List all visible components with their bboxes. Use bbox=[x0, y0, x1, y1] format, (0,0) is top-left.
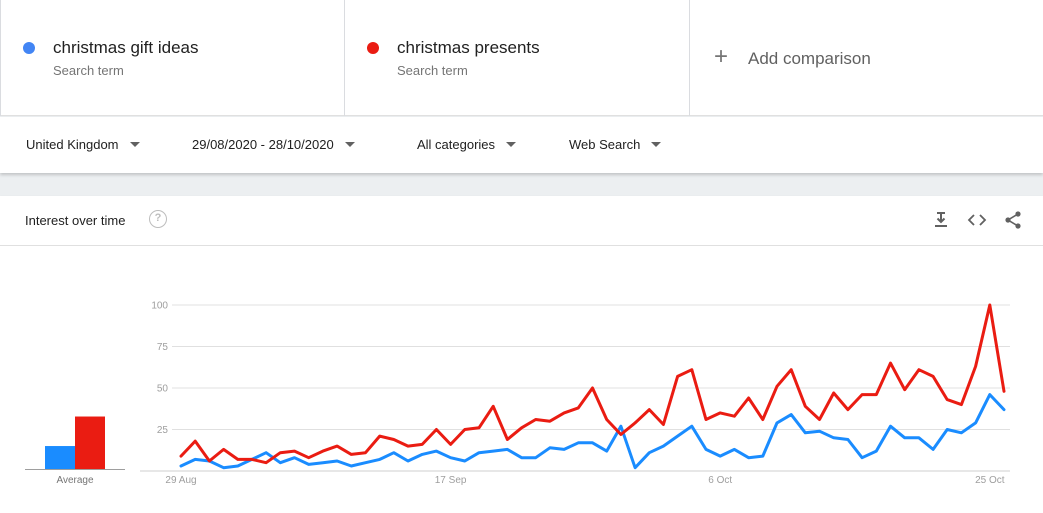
embed-icon[interactable] bbox=[967, 210, 987, 230]
add-comparison-label: Add comparison bbox=[748, 49, 871, 68]
search-term-name: christmas gift ideas bbox=[53, 38, 199, 57]
date-range-filter[interactable]: 29/08/2020 - 28/10/2020 bbox=[192, 137, 355, 152]
average-label: Average bbox=[56, 475, 94, 486]
search-type-filter[interactable]: Web Search bbox=[569, 137, 662, 152]
y-tick-label: 25 bbox=[157, 425, 169, 436]
average-bar-2[interactable] bbox=[75, 416, 105, 469]
category-filter-label: All categories bbox=[417, 137, 496, 152]
series-color-dot bbox=[23, 42, 35, 54]
search-term-card-1[interactable]: christmas gift ideas Search term bbox=[0, 0, 345, 116]
x-tick-label: 29 Aug bbox=[165, 475, 196, 486]
interest-chart: Average 25 50 75 100 29 Aug 17 Sep 6 Oct 25 Oc… bbox=[25, 301, 1010, 486]
card-header: Interest over time ? bbox=[0, 196, 1043, 246]
search-term-name: christmas presents bbox=[397, 38, 540, 57]
series-line-2[interactable] bbox=[179, 303, 1006, 465]
region-filter-label: United Kingdom bbox=[26, 137, 119, 152]
x-tick-label: 17 Sep bbox=[435, 475, 467, 486]
dropdown-arrow-icon bbox=[506, 142, 517, 147]
dropdown-arrow-icon bbox=[129, 142, 140, 147]
filter-bar: United Kingdom 29/08/2020 - 28/10/2020 A… bbox=[0, 117, 1043, 173]
share-icon[interactable] bbox=[1003, 210, 1023, 230]
comparison-bar: christmas gift ideas Search term christm… bbox=[0, 0, 1043, 116]
x-tick-label: 6 Oct bbox=[708, 475, 732, 486]
help-icon[interactable]: ? bbox=[149, 210, 167, 228]
series-color-dot bbox=[367, 42, 379, 54]
region-filter[interactable]: United Kingdom bbox=[26, 137, 140, 152]
x-tick-label: 25 Oct bbox=[975, 475, 1005, 486]
date-range-filter-label: 29/08/2020 - 28/10/2020 bbox=[192, 137, 334, 152]
search-type-filter-label: Web Search bbox=[569, 137, 641, 152]
search-term-card-2[interactable]: christmas presents Search term bbox=[345, 0, 690, 116]
y-tick-label: 100 bbox=[151, 301, 168, 312]
search-term-type: Search term bbox=[397, 63, 468, 78]
dropdown-arrow-icon bbox=[344, 142, 355, 147]
card-title: Interest over time bbox=[25, 213, 126, 228]
y-tick-label: 50 bbox=[157, 384, 169, 395]
plus-icon: + bbox=[714, 43, 729, 70]
average-bar-1[interactable] bbox=[45, 446, 75, 469]
series-line-1[interactable] bbox=[179, 393, 1006, 470]
category-filter[interactable]: All categories bbox=[417, 137, 517, 152]
dropdown-arrow-icon bbox=[651, 142, 662, 147]
download-icon[interactable] bbox=[931, 210, 951, 230]
y-tick-label: 75 bbox=[157, 342, 169, 353]
add-comparison-button[interactable]: + Add comparison bbox=[690, 0, 1043, 116]
interest-over-time-card: Interest over time ? Average 25 50 75 100 2… bbox=[0, 196, 1043, 513]
search-term-type: Search term bbox=[53, 63, 124, 78]
